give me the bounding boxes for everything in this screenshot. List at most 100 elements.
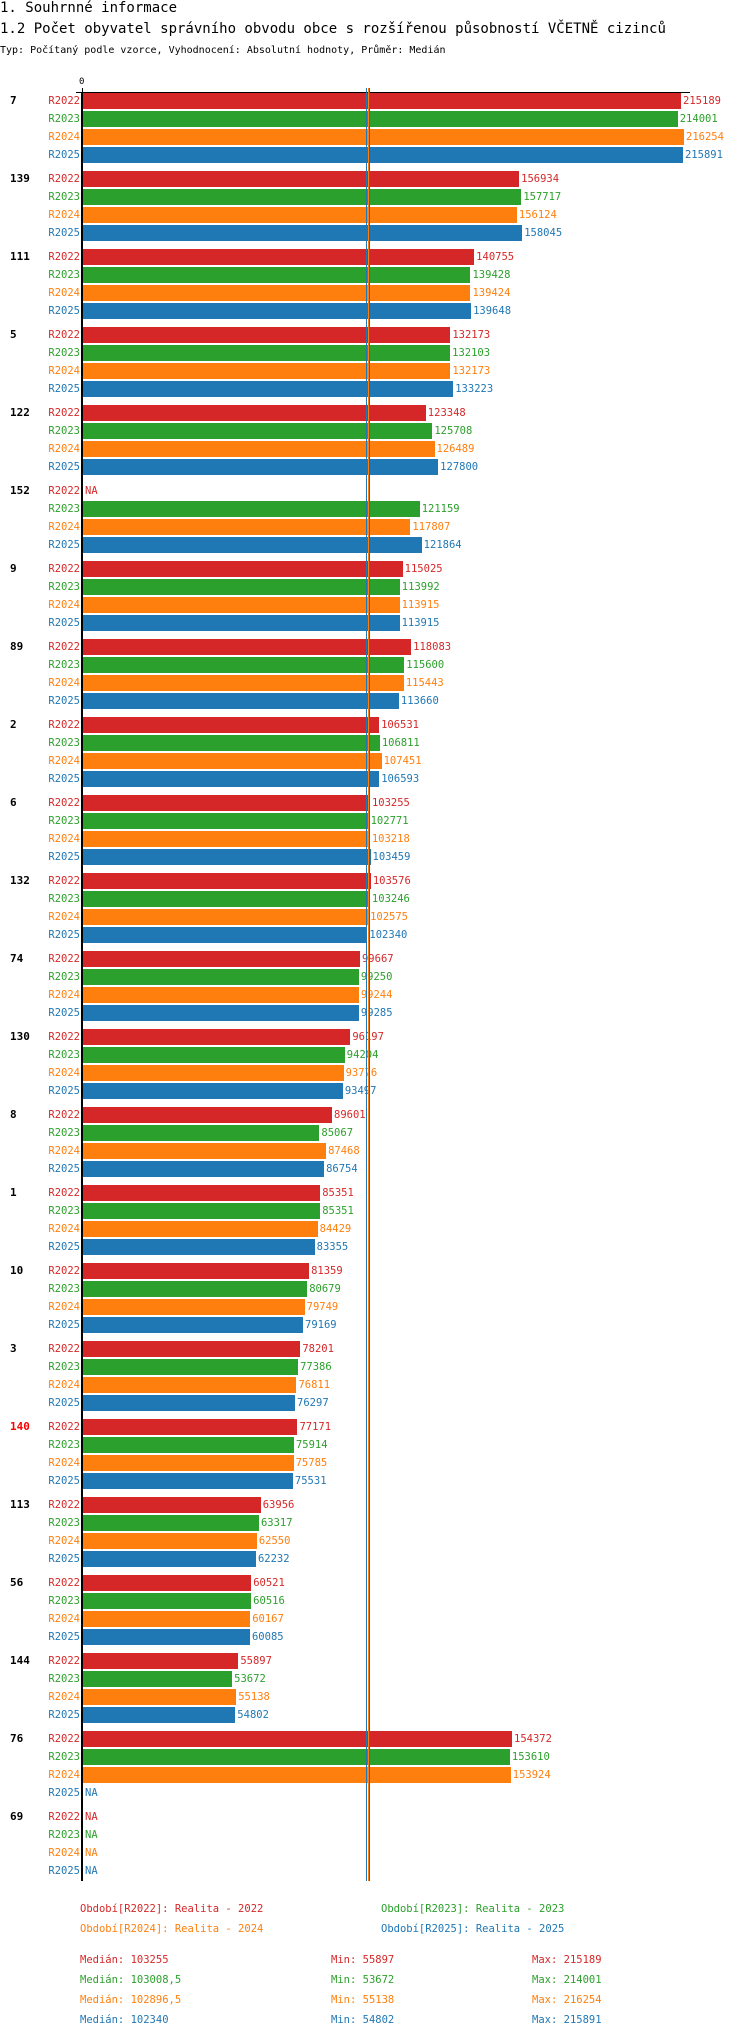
stat-median: Medián: 103008,5: [80, 1973, 181, 1987]
bar-r2022: [83, 1497, 261, 1513]
legend-description: Realita - 2025: [475, 1923, 565, 1935]
value-label: 60516: [253, 1595, 285, 1607]
series-label: R2023: [48, 191, 80, 203]
bar-r2025: [83, 615, 400, 631]
median-line-r2025: [366, 88, 368, 1881]
series-label: R2022: [48, 1343, 80, 1355]
bar-r2023: [83, 189, 522, 205]
series-label: R2024: [48, 1145, 80, 1157]
value-label: 153610: [511, 1751, 550, 1763]
stat-median-label: Medián:: [80, 1954, 125, 1966]
value-label: 215189: [683, 95, 721, 107]
value-label: 103255: [371, 797, 410, 809]
stat-min-label: Min:: [331, 1954, 357, 1966]
value-label: 214001: [679, 113, 718, 125]
series-label: R2022: [48, 563, 80, 575]
na-label: NA: [85, 1847, 98, 1859]
stat-max-value: 216254: [563, 1994, 602, 2006]
bar-r2025: [83, 1005, 359, 1021]
stat-max-label: Max:: [532, 1994, 558, 2006]
bar-r2022: [83, 1731, 513, 1747]
bar-r2025: [83, 225, 523, 241]
value-label: 132103: [452, 347, 491, 359]
series-label: R2025: [48, 695, 80, 707]
group-label: 89: [10, 640, 24, 653]
value-label: 102771: [370, 815, 409, 827]
value-label: 118083: [413, 641, 452, 653]
bar-r2025: [83, 1083, 343, 1099]
series-label: R2024: [48, 833, 80, 845]
value-label: 139648: [473, 305, 512, 317]
bar-r2023: [83, 111, 678, 127]
stat-median-value: 103255: [130, 1954, 169, 1966]
bar-r2023: [83, 267, 471, 283]
bar-r2022: [83, 171, 520, 187]
series-label: R2025: [48, 773, 80, 785]
series-label: R2025: [48, 1085, 80, 1097]
value-label: 125708: [434, 425, 473, 437]
series-label: R2023: [48, 971, 80, 983]
bar-r2023: [83, 1593, 252, 1609]
series-label: R2022: [48, 797, 80, 809]
value-label: 115600: [406, 659, 445, 671]
value-label: 113915: [401, 599, 440, 611]
value-label: 158045: [524, 227, 563, 239]
bar-r2023: [83, 1671, 233, 1687]
bar-r2025: [83, 1629, 250, 1645]
group-label: 140: [10, 1420, 30, 1433]
series-label: R2025: [48, 929, 80, 941]
group-label: 144: [10, 1654, 30, 1667]
series-label: R2022: [48, 1655, 80, 1667]
bar-r2025: [83, 1551, 256, 1567]
stat-median-label: Medián:: [80, 2014, 125, 2026]
series-label: R2023: [48, 1517, 80, 1529]
value-label: 103576: [372, 875, 411, 887]
bar-r2022: [83, 951, 360, 967]
value-label: 75914: [295, 1439, 328, 1451]
value-label: 103218: [371, 833, 410, 845]
series-label: R2025: [48, 1787, 80, 1799]
series-label: R2025: [48, 1631, 80, 1643]
legend-item: Období[R2024]: Realita - 2024: [80, 1922, 263, 1936]
value-label: 106811: [381, 737, 420, 749]
legend-description: Realita - 2022: [174, 1903, 264, 1915]
stat-max-label: Max:: [532, 2014, 558, 2026]
series-label: R2025: [48, 1397, 80, 1409]
bar-r2024: [83, 1143, 327, 1159]
bar-r2024: [83, 129, 684, 145]
value-label: 76297: [297, 1397, 329, 1409]
bar-r2025: [83, 1239, 315, 1255]
series-label: R2022: [48, 1499, 80, 1511]
series-label: R2025: [48, 1865, 80, 1877]
median-line-r2022: [369, 88, 370, 1881]
y-axis-line: [81, 92, 83, 1881]
x-tick-label: 0: [79, 77, 85, 87]
series-label: R2024: [48, 365, 80, 377]
value-label: 54802: [237, 1709, 269, 1721]
stat-min: Min: 53672: [331, 1973, 394, 1987]
value-label: 75531: [294, 1475, 327, 1487]
value-label: 83355: [316, 1241, 349, 1253]
group-label: 9: [10, 562, 17, 575]
value-label: 60085: [251, 1631, 284, 1643]
legend-description: Realita - 2024: [174, 1923, 264, 1935]
series-label: R2022: [48, 1733, 80, 1745]
bar-r2023: [83, 1125, 320, 1141]
bar-r2023: [83, 1047, 345, 1063]
series-label: R2022: [48, 407, 80, 419]
bar-r2023: [83, 735, 380, 751]
series-label: R2023: [48, 1595, 80, 1607]
chart-title: 1.2 Počet obyvatel správního obvodu obce…: [0, 21, 666, 37]
value-label: 127800: [440, 461, 479, 473]
series-label: R2024: [48, 1379, 80, 1391]
bar-r2022: [83, 93, 682, 109]
stat-min-value: 55138: [362, 1994, 395, 2006]
series-label: R2024: [48, 677, 80, 689]
value-label: 55138: [238, 1691, 270, 1703]
legend-description: Realita - 2023: [475, 1903, 565, 1915]
bar-r2022: [83, 1575, 252, 1591]
value-label: 85351: [322, 1187, 354, 1199]
bar-r2024: [83, 1299, 305, 1315]
value-label: 106531: [381, 719, 419, 731]
value-label: 79749: [306, 1301, 339, 1313]
